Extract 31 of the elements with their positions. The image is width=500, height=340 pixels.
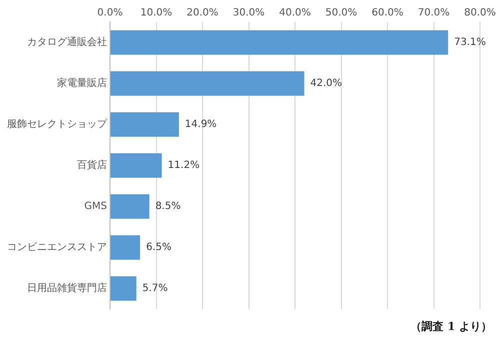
x-tick-label: 40.0%	[279, 8, 311, 19]
x-tick-label: 20.0%	[186, 8, 218, 19]
data-label: 6.5%	[146, 242, 172, 254]
data-label: 73.1%	[454, 37, 486, 48]
bar	[110, 194, 150, 219]
x-tick-label: 80.0%	[464, 8, 496, 19]
y-tick-label: 家電量販店	[57, 77, 107, 90]
x-tick-label: 10.0%	[140, 8, 172, 19]
bar	[110, 235, 140, 260]
text: （調査 1 より）	[410, 319, 492, 334]
bar	[110, 30, 448, 55]
y-tick-label: コンビニエンスストア	[7, 242, 107, 254]
x-tick-label: 60.0%	[372, 8, 404, 19]
data-label: 5.7%	[142, 283, 168, 294]
y-tick-label: 服飾セレクトショップ	[7, 118, 108, 130]
y-tick-label: カタログ通販会社	[27, 36, 107, 48]
data-label: 42.0%	[310, 78, 342, 90]
x-tick-label: 50.0%	[325, 8, 358, 19]
y-tick-label: 日用品雑貨専門店	[27, 282, 107, 294]
data-label: 14.9%	[184, 119, 217, 130]
x-tick-label: 0.0%	[97, 8, 123, 19]
bar	[110, 276, 136, 301]
x-tick-label: 30.0%	[232, 8, 265, 19]
bar	[110, 71, 304, 96]
data-label: 11.2%	[168, 160, 200, 172]
bar	[110, 153, 162, 178]
bar	[110, 112, 179, 137]
x-tick-label: 70.0%	[418, 8, 450, 19]
data-label: 8.5%	[155, 201, 181, 212]
y-tick-label: 百貨店	[77, 159, 107, 172]
y-tick-label: GMS	[84, 201, 107, 212]
